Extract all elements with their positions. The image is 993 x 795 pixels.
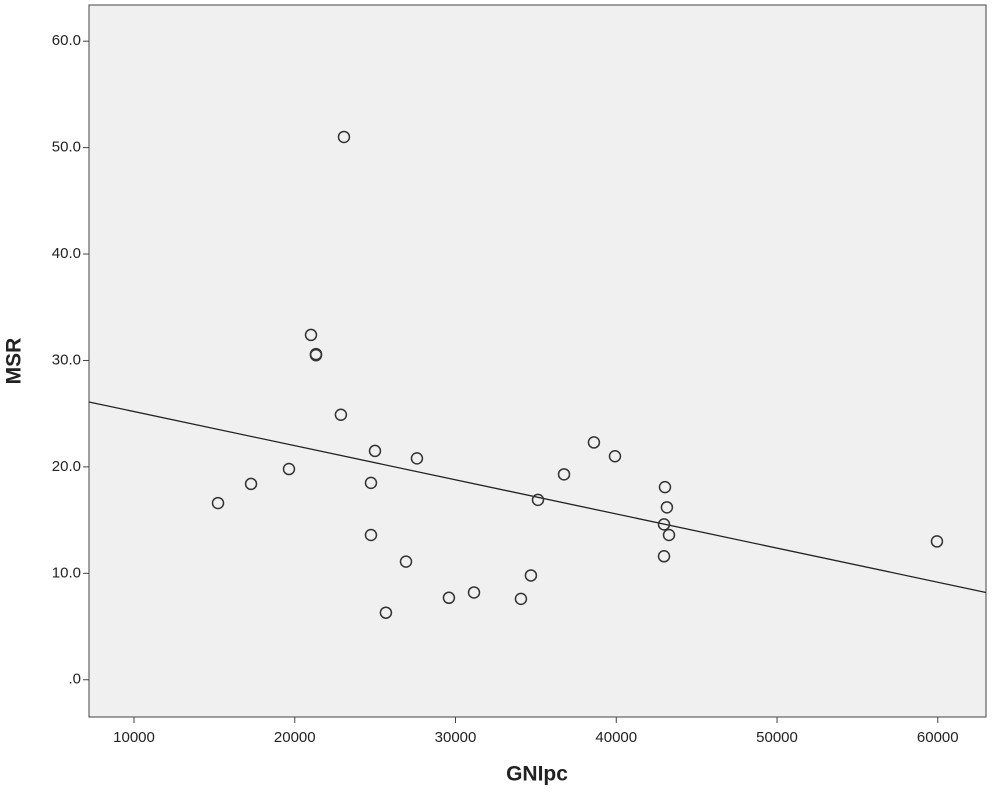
point <box>657 518 671 531</box>
y-tick-label: 30.0 <box>52 351 81 368</box>
point <box>364 528 378 542</box>
x-tick-label: 20000 <box>274 729 316 746</box>
point <box>309 348 323 362</box>
point <box>662 528 676 542</box>
y-axis-title: MSR <box>3 338 26 385</box>
x-tick-label: 30000 <box>435 729 477 746</box>
point <box>660 501 674 514</box>
plot-area <box>88 4 987 718</box>
point <box>531 493 545 507</box>
y-tick-label: 40.0 <box>52 245 81 262</box>
point <box>442 591 456 605</box>
point <box>399 555 413 568</box>
point <box>368 444 382 458</box>
y-tick-label: 60.0 <box>52 32 81 49</box>
y-tick-label: 20.0 <box>52 458 81 475</box>
fit-line <box>88 401 987 594</box>
point <box>334 408 348 421</box>
point <box>304 328 318 342</box>
point <box>524 569 538 582</box>
point <box>514 592 528 606</box>
point <box>211 496 225 510</box>
x-axis-title: GNIpc <box>506 763 568 786</box>
y-tick-label: 10.0 <box>52 564 81 581</box>
point <box>587 436 601 449</box>
point <box>658 480 672 494</box>
point <box>608 450 622 463</box>
x-tick-label: 50000 <box>756 729 798 746</box>
point <box>657 550 671 563</box>
x-tick-label: 60000 <box>917 729 959 746</box>
point <box>467 586 481 599</box>
point <box>410 452 424 465</box>
y-tick-label: 50.0 <box>52 139 81 156</box>
point <box>282 462 296 476</box>
point <box>337 130 351 144</box>
x-tick-label: 40000 <box>595 729 637 746</box>
x-tick-label: 10000 <box>113 729 155 746</box>
point <box>379 606 393 619</box>
y-tick-label: .0 <box>68 671 81 688</box>
point <box>364 476 378 490</box>
point <box>557 468 571 481</box>
point <box>930 535 944 548</box>
point <box>244 477 258 491</box>
